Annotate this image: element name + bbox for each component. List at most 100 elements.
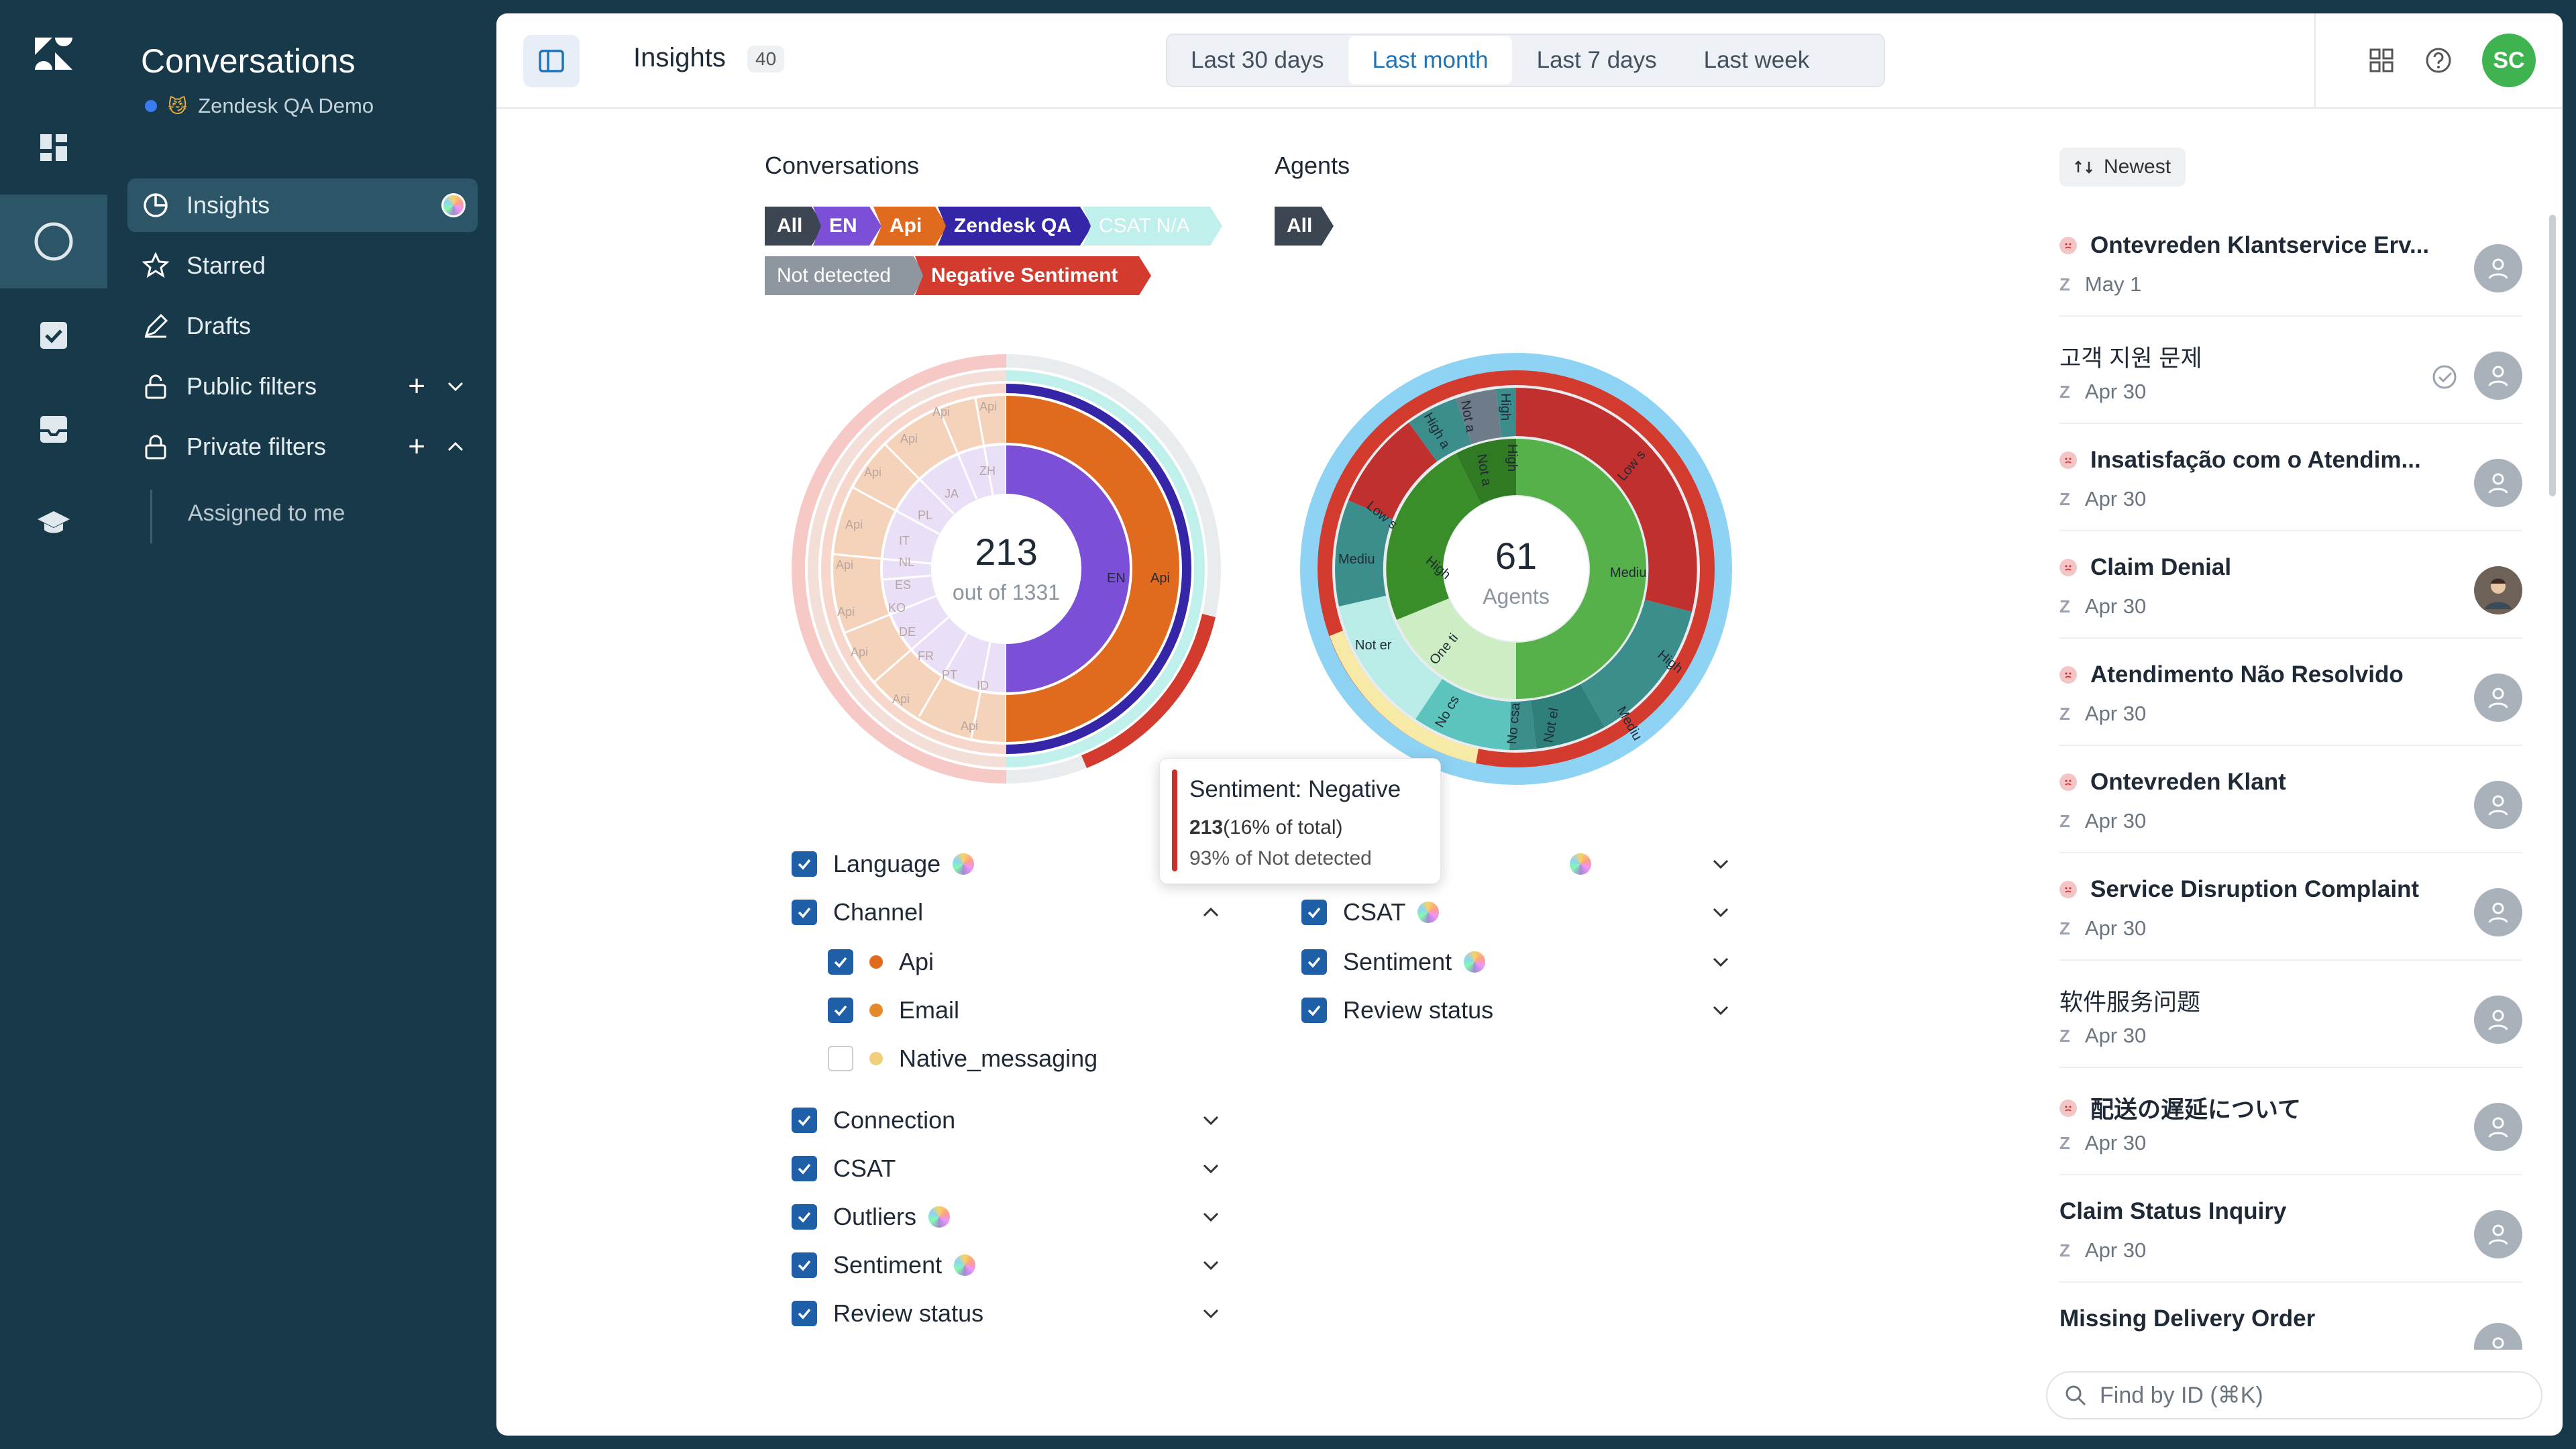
chip-agents-all[interactable]: All xyxy=(1275,207,1334,246)
checkbox-checked-icon[interactable] xyxy=(1301,900,1327,925)
checkbox-checked-icon[interactable] xyxy=(792,1252,817,1278)
search-input[interactable]: Find by ID (⌘K) xyxy=(2046,1371,2542,1419)
filter-review-status[interactable]: Review status xyxy=(792,1293,1221,1334)
segment-medium-left[interactable] xyxy=(1335,500,1393,606)
chip-csat-na[interactable]: CSAT N/A xyxy=(1083,207,1222,246)
chevron-down-icon[interactable] xyxy=(1201,1110,1221,1130)
chevron-down-icon[interactable] xyxy=(1711,1000,1731,1020)
channel-option-email[interactable]: Email xyxy=(828,990,959,1030)
checkbox-checked-icon[interactable] xyxy=(792,900,817,925)
filter-agents-hidden[interactable] xyxy=(1301,844,1731,884)
segment-negative-sentiment[interactable] xyxy=(1081,614,1216,768)
sidebar-item-private-filters[interactable]: Private filters + xyxy=(127,420,478,474)
grid-icon[interactable] xyxy=(2368,47,2395,74)
chip-not-detected[interactable]: Not detected xyxy=(765,256,926,295)
list-item[interactable]: 软件服务问题 Z Apr 30 xyxy=(2059,961,2522,1068)
range-last-month[interactable]: Last month xyxy=(1348,36,1512,85)
filter-sentiment[interactable]: Sentiment xyxy=(792,1245,1221,1285)
chevron-up-icon[interactable] xyxy=(1201,902,1221,922)
list-item[interactable]: Claim Denial Z Apr 30 xyxy=(2059,531,2522,639)
filter-outliers[interactable]: Outliers xyxy=(792,1197,1221,1237)
checkbox-checked-icon[interactable] xyxy=(1301,998,1327,1023)
list-item[interactable]: 配送の遅延について Z Apr 30 xyxy=(2059,1068,2522,1175)
segment-no-csat[interactable] xyxy=(1415,679,1511,750)
inbox-icon[interactable] xyxy=(0,382,107,476)
segment-high-inner[interactable] xyxy=(1386,453,1481,620)
checkbox-checked-icon[interactable] xyxy=(828,949,853,975)
chevron-down-icon[interactable] xyxy=(1711,902,1731,922)
tasks-icon[interactable] xyxy=(0,288,107,382)
filter-channel[interactable]: Channel xyxy=(792,892,1221,932)
dashboard-icon[interactable] xyxy=(0,101,107,195)
chip-en[interactable]: EN xyxy=(813,207,881,246)
conversations-sunburst-chart[interactable]: EN Api Api Api Api Api Api Api Api Api A… xyxy=(785,347,1228,790)
chip-zendesk-qa[interactable]: Zendesk QA xyxy=(938,207,1092,246)
sidebar-item-starred[interactable]: Starred xyxy=(127,239,478,292)
user-avatar[interactable]: SC xyxy=(2482,34,2536,87)
checkbox-checked-icon[interactable] xyxy=(1301,949,1327,975)
list-item[interactable]: Claim Status Inquiry Z Apr 30 xyxy=(2059,1175,2522,1283)
filter-connection[interactable]: Connection xyxy=(792,1100,1221,1140)
agents-sunburst-chart[interactable]: Low s Mediu High Mediu Not er One ti No … xyxy=(1295,347,1737,790)
list-item[interactable]: 고객 지원 문제 Z Apr 30 xyxy=(2059,317,2522,424)
segment-high-a[interactable] xyxy=(1580,600,1692,727)
checkbox-checked-icon[interactable] xyxy=(792,1204,817,1230)
chip-api[interactable]: Api xyxy=(873,207,947,246)
checkbox-checked-icon[interactable] xyxy=(792,851,817,877)
filter-csat[interactable]: CSAT xyxy=(792,1148,1221,1189)
segment-medium[interactable] xyxy=(1531,684,1605,749)
chevron-down-icon[interactable] xyxy=(1201,1207,1221,1227)
segment-low-s[interactable] xyxy=(1348,423,1437,519)
filter-agents-sentiment[interactable]: Sentiment xyxy=(1301,942,1731,982)
range-last-30-days[interactable]: Last 30 days xyxy=(1191,47,1324,73)
add-icon[interactable]: + xyxy=(408,430,425,463)
sidebar-item-public-filters[interactable]: Public filters + xyxy=(127,360,478,413)
help-icon[interactable] xyxy=(2424,46,2453,74)
add-icon[interactable]: + xyxy=(408,370,425,402)
chip-all[interactable]: All xyxy=(765,207,824,246)
segment-high-top[interactable] xyxy=(1409,398,1472,462)
checkbox-unchecked-icon[interactable] xyxy=(828,1046,853,1071)
list-item[interactable]: Atendimento Não Resolvido Z Apr 30 xyxy=(2059,639,2522,746)
sidebar-item-drafts[interactable]: Drafts xyxy=(127,299,478,353)
list-item[interactable]: Insatisfação com o Atendim... Z Apr 30 xyxy=(2059,424,2522,531)
segment-api[interactable] xyxy=(1006,396,1179,742)
checkbox-checked-icon[interactable] xyxy=(792,1301,817,1326)
chevron-up-icon[interactable] xyxy=(445,437,466,457)
checkbox-checked-icon[interactable] xyxy=(792,1156,817,1181)
chevron-down-icon[interactable] xyxy=(445,376,466,396)
sidebar-item-insights[interactable]: Insights xyxy=(127,178,478,232)
list-item[interactable]: Ontevreden Klant Z Apr 30 xyxy=(2059,746,2522,853)
segment-not-el[interactable] xyxy=(1509,700,1536,751)
list-item[interactable]: Service Disruption Complaint Z Apr 30 xyxy=(2059,853,2522,961)
list-item[interactable]: Missing Delivery Order xyxy=(2059,1283,2522,1350)
range-last-week[interactable]: Last week xyxy=(1703,47,1810,73)
filter-language[interactable]: Language xyxy=(792,844,975,884)
segment-low-sentiment[interactable] xyxy=(1516,388,1697,612)
checkbox-checked-icon[interactable] xyxy=(828,998,853,1023)
range-last-7-days[interactable]: Last 7 days xyxy=(1536,47,1657,73)
sort-newest-button[interactable]: Newest xyxy=(2059,148,2186,186)
chevron-down-icon[interactable] xyxy=(1201,1255,1221,1275)
filter-agents-csat[interactable]: CSAT xyxy=(1301,892,1731,932)
segment-en[interactable] xyxy=(1006,445,1130,692)
chevron-down-icon[interactable] xyxy=(1711,854,1731,874)
segment-not-eligible[interactable] xyxy=(1330,631,1479,763)
channel-option-api[interactable]: Api xyxy=(828,942,934,982)
chevron-down-icon[interactable] xyxy=(1201,1159,1221,1179)
segment-one-time[interactable] xyxy=(1397,598,1516,699)
segment-not-er[interactable] xyxy=(1339,596,1442,719)
zendesk-logo-icon[interactable] xyxy=(0,7,107,101)
segment-not-a[interactable] xyxy=(1456,389,1501,444)
segment-medium-inner[interactable] xyxy=(1516,439,1646,699)
chevron-down-icon[interactable] xyxy=(1201,1303,1221,1324)
checkbox-checked-icon[interactable] xyxy=(792,1108,817,1133)
conversations-icon[interactable] xyxy=(0,195,107,288)
channel-option-native-messaging[interactable]: Native_messaging xyxy=(828,1038,1097,1079)
list-item[interactable]: Ontevreden Klantservice Erv... Z May 1 xyxy=(2059,209,2522,317)
workspace-label[interactable]: 😼 Zendesk QA Demo xyxy=(145,94,374,118)
scrollbar[interactable] xyxy=(2549,215,2556,496)
sidebar-item-assigned-to-me[interactable]: Assigned to me xyxy=(188,500,345,526)
segment-high-top2[interactable] xyxy=(1496,388,1516,437)
chevron-down-icon[interactable] xyxy=(1711,952,1731,972)
